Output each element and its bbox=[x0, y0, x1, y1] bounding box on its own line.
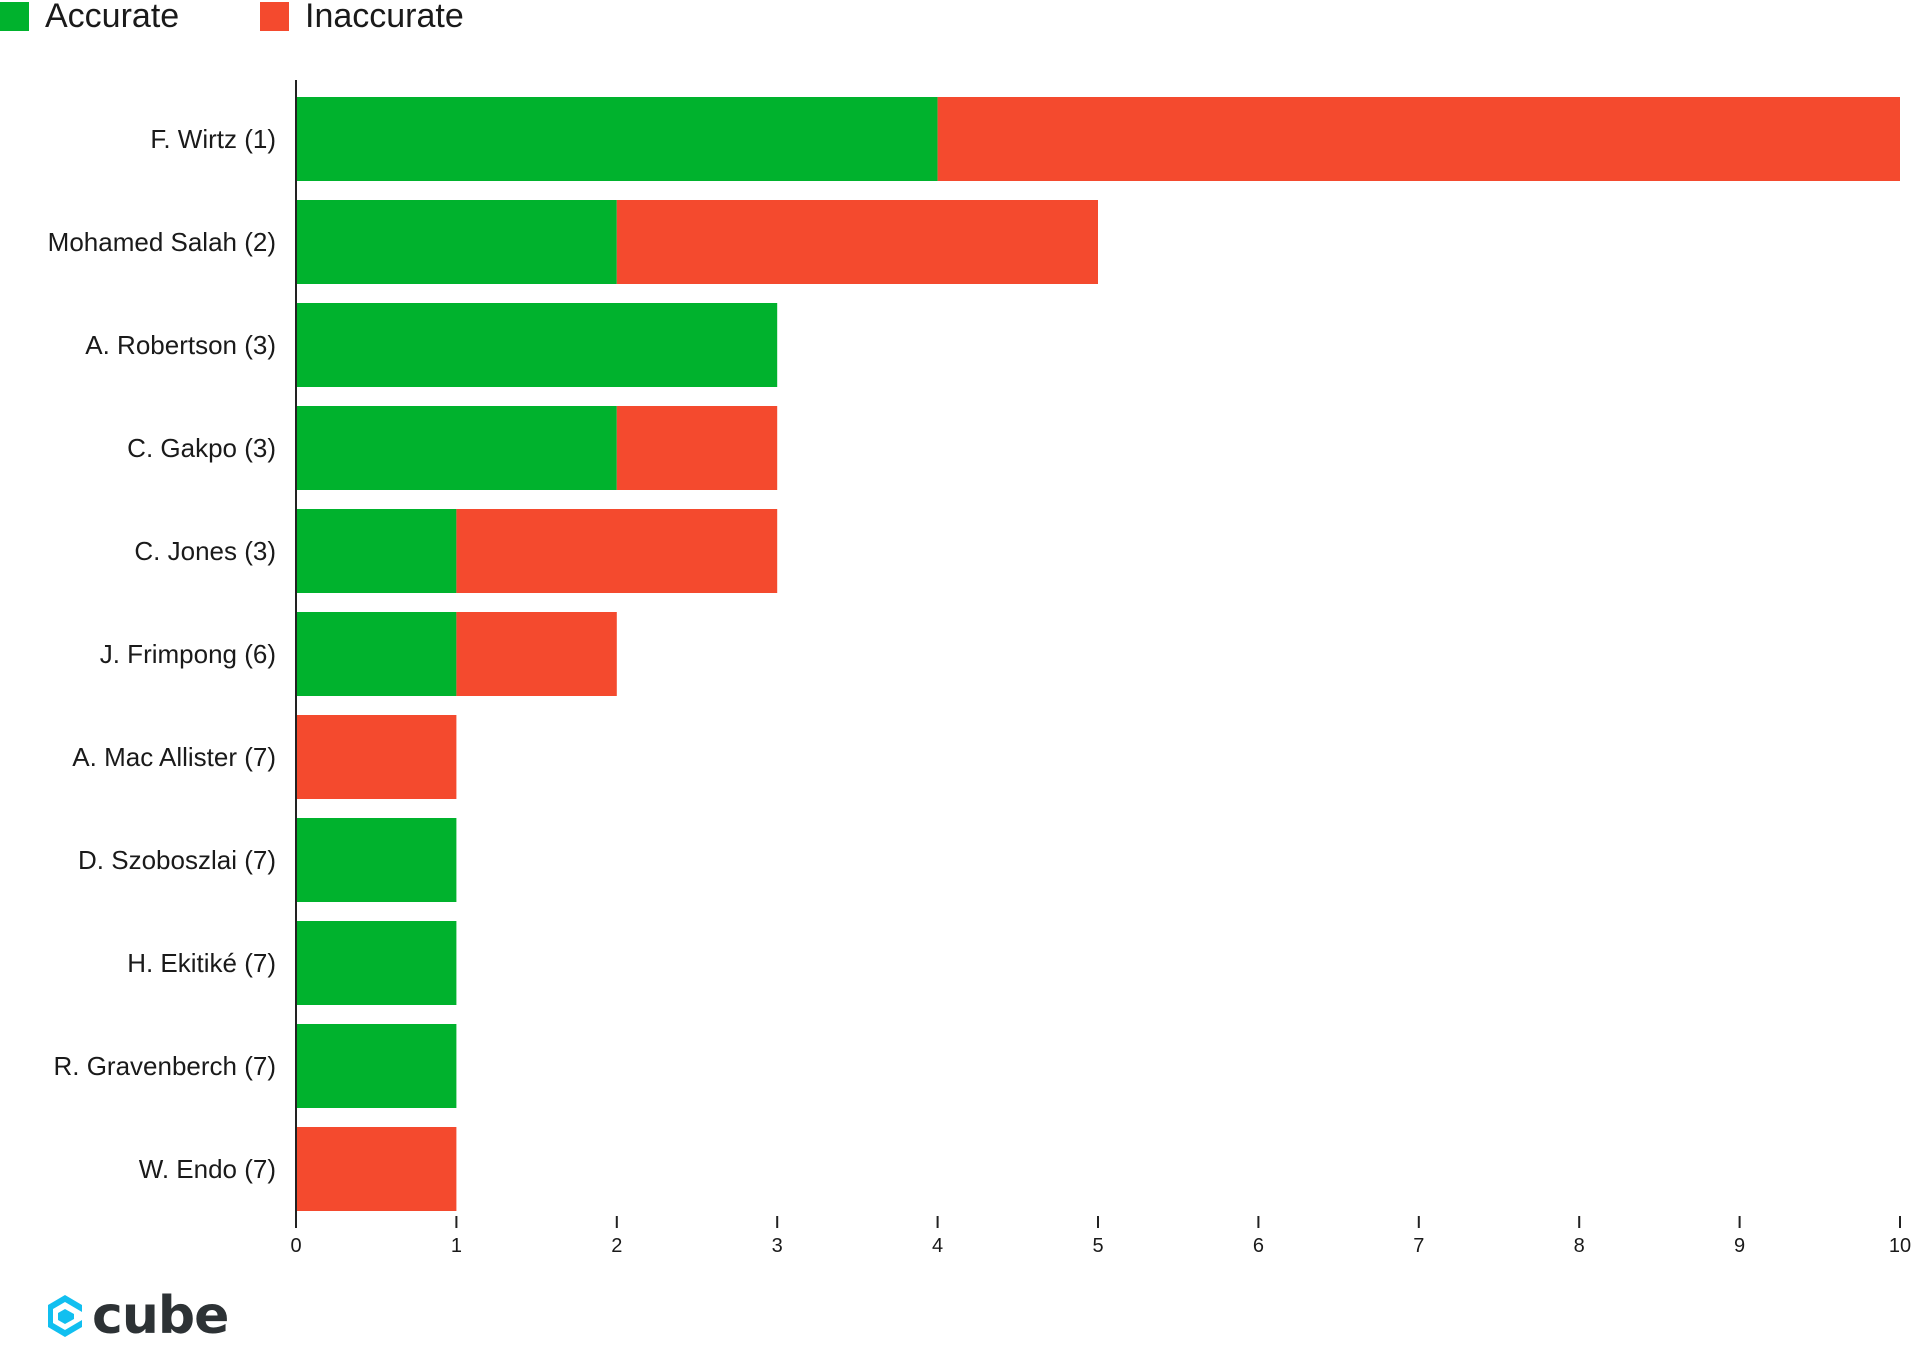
category-label: A. Robertson (3) bbox=[85, 330, 276, 360]
legend-label-inaccurate: Inaccurate bbox=[305, 0, 464, 35]
x-tick-label: 5 bbox=[1092, 1235, 1103, 1257]
bar-accurate-c-jones-3 bbox=[296, 509, 457, 593]
logo-text: cube bbox=[92, 1286, 229, 1346]
x-tick-label: 10 bbox=[1889, 1235, 1911, 1257]
category-label: C. Jones (3) bbox=[134, 536, 276, 566]
bar-accurate-d-szoboszlai-7 bbox=[296, 818, 457, 902]
x-tick-label: 4 bbox=[932, 1235, 943, 1257]
category-label: R. Gravenberch (7) bbox=[53, 1051, 276, 1081]
bar-accurate-j-frimpong-6 bbox=[296, 612, 457, 696]
category-label: F. Wirtz (1) bbox=[150, 124, 276, 154]
bar-accurate-a-robertson-3 bbox=[296, 303, 778, 387]
bar-accurate-r-gravenberch-7 bbox=[296, 1024, 457, 1108]
category-label: Mohamed Salah (2) bbox=[48, 227, 276, 257]
bar-inaccurate-a-mac-allister-7 bbox=[296, 715, 457, 799]
x-tick-label: 8 bbox=[1574, 1235, 1585, 1257]
bar-accurate-mohamed-salah-2 bbox=[296, 200, 617, 284]
legend-label-accurate: Accurate bbox=[45, 0, 180, 35]
bar-accurate-h-ekitik-7 bbox=[296, 921, 457, 1005]
x-tick-label: 0 bbox=[290, 1235, 301, 1257]
bar-inaccurate-j-frimpong-6 bbox=[456, 612, 617, 696]
bar-inaccurate-c-gakpo-3 bbox=[616, 406, 778, 490]
bar-inaccurate-c-jones-3 bbox=[456, 509, 778, 593]
bar-inaccurate-mohamed-salah-2 bbox=[616, 200, 1098, 284]
stacked-bar-chart: F. Wirtz (1) Mohamed Salah (2) A. Robertso… bbox=[48, 80, 1911, 1257]
x-tick-label: 9 bbox=[1734, 1235, 1745, 1257]
x-tick-label: 6 bbox=[1253, 1235, 1264, 1257]
legend-item-accurate[interactable]: Accurate bbox=[0, 0, 180, 35]
x-tick-label: 3 bbox=[772, 1235, 783, 1257]
category-label: H. Ekitiké (7) bbox=[127, 948, 276, 978]
category-label: A. Mac Allister (7) bbox=[72, 742, 276, 772]
x-tick-label: 7 bbox=[1413, 1235, 1424, 1257]
bar-accurate-c-gakpo-3 bbox=[296, 406, 617, 490]
bar-inaccurate-f-wirtz-1 bbox=[937, 97, 1900, 181]
legend-swatch-inaccurate bbox=[260, 1, 289, 31]
x-tick-label: 1 bbox=[451, 1235, 462, 1257]
x-tick-label: 2 bbox=[611, 1235, 622, 1257]
legend-swatch-accurate bbox=[0, 1, 29, 31]
cube-logo-icon bbox=[48, 1295, 82, 1337]
category-label: J. Frimpong (6) bbox=[100, 639, 276, 669]
category-label: D. Szoboszlai (7) bbox=[78, 845, 276, 875]
category-label: W. Endo (7) bbox=[139, 1154, 276, 1184]
legend-item-inaccurate[interactable]: Inaccurate bbox=[260, 0, 464, 35]
bar-accurate-f-wirtz-1 bbox=[296, 97, 938, 181]
category-label: C. Gakpo (3) bbox=[127, 433, 276, 463]
bar-inaccurate-w-endo-7 bbox=[296, 1127, 457, 1211]
cube-logo: cube bbox=[44, 1286, 229, 1346]
